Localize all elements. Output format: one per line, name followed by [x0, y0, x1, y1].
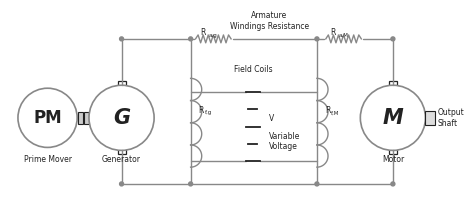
Text: a,M: a,M	[338, 33, 348, 38]
Text: f,g: f,g	[204, 110, 212, 115]
Text: Output
Shaft: Output Shaft	[438, 108, 464, 127]
Text: Generator: Generator	[102, 155, 141, 164]
Text: Variable
Voltage: Variable Voltage	[269, 132, 300, 151]
Text: a,g: a,g	[209, 33, 217, 38]
Circle shape	[119, 182, 124, 186]
Text: R: R	[325, 106, 330, 115]
Bar	[118, 81, 126, 89]
Bar	[118, 147, 126, 154]
Text: R: R	[199, 106, 204, 115]
Bar	[78, 112, 82, 124]
Circle shape	[315, 182, 319, 186]
Bar	[83, 112, 89, 124]
Text: R: R	[200, 28, 205, 37]
Circle shape	[360, 85, 426, 150]
Circle shape	[18, 88, 77, 147]
Circle shape	[189, 182, 192, 186]
Circle shape	[89, 85, 154, 150]
Circle shape	[391, 37, 395, 41]
Text: V: V	[269, 114, 274, 123]
Text: Field Coils: Field Coils	[235, 65, 273, 74]
Circle shape	[391, 182, 395, 186]
Text: R: R	[330, 28, 336, 37]
Text: Motor: Motor	[382, 155, 404, 164]
Circle shape	[119, 37, 124, 41]
Text: G: G	[113, 108, 130, 128]
Text: Prime Mover: Prime Mover	[24, 155, 72, 164]
Text: M: M	[383, 108, 403, 128]
Circle shape	[189, 37, 192, 41]
Bar	[426, 111, 435, 125]
Bar	[389, 81, 397, 89]
Text: PM: PM	[33, 109, 62, 127]
Bar	[389, 147, 397, 154]
Circle shape	[315, 37, 319, 41]
Text: Armature
Windings Resistance: Armature Windings Resistance	[230, 11, 309, 31]
Text: f,M: f,M	[331, 110, 339, 115]
